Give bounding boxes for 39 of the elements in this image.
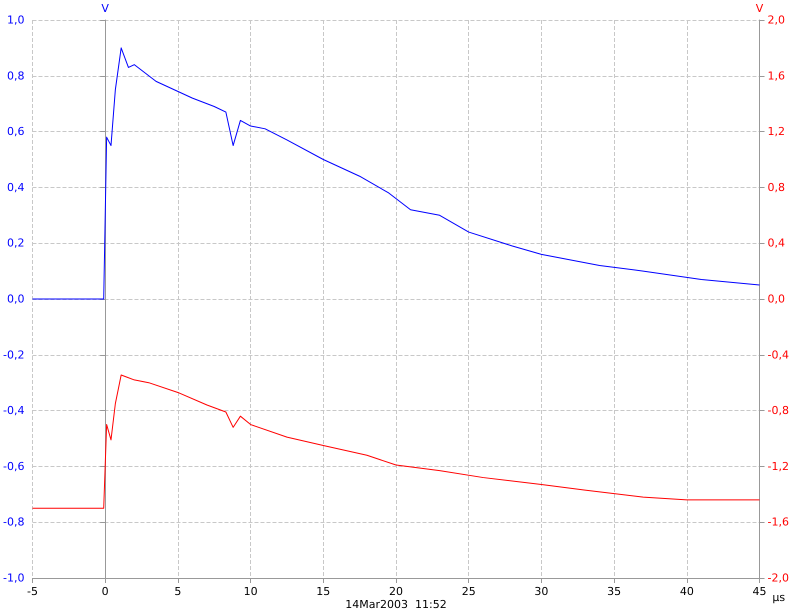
y2-tick-label: -1,2 xyxy=(768,460,790,473)
y-tick-label: 0,0 xyxy=(6,292,24,306)
x-axis-title: µs xyxy=(772,591,786,604)
y-axis-title: V xyxy=(101,2,110,15)
x-tick-label: 30 xyxy=(534,585,548,598)
line-series xyxy=(32,47,760,300)
x-tick-label: 45 xyxy=(752,585,767,598)
line-series xyxy=(32,374,760,509)
y2-tick-label: -1,6 xyxy=(768,516,790,529)
x-tick-label: 20 xyxy=(389,585,403,598)
y-tick-label: -0,4 xyxy=(2,404,24,418)
x-tick-label: 0 xyxy=(102,585,109,598)
y2-tick-label: 1,6 xyxy=(768,69,786,82)
y2-tick-label: -0,4 xyxy=(768,348,790,362)
y-tick-label: -0,6 xyxy=(2,460,24,473)
y2-tick-label: -2,0 xyxy=(768,572,790,584)
y2-tick-label: 0,8 xyxy=(768,180,786,194)
y2-tick-label: 0,4 xyxy=(768,236,786,250)
x-tick-label: 35 xyxy=(607,585,622,598)
x-tick-label: 40 xyxy=(680,585,694,598)
y-tick-label: 0,8 xyxy=(6,69,24,82)
x-tick-label: 5 xyxy=(174,585,182,598)
y2-tick-label: 0,0 xyxy=(768,292,786,306)
y-tick-label: 0,6 xyxy=(6,125,24,138)
x-tick-label: 15 xyxy=(316,585,330,598)
text: 14Mar2003 11:52 xyxy=(345,598,447,611)
y2-tick-label: 2,0 xyxy=(768,14,786,26)
y-tick-label: -1,0 xyxy=(2,572,24,584)
x-tick-label: 25 xyxy=(462,585,476,598)
y-tick-label: 0,2 xyxy=(6,236,24,250)
y2-tick-label: 1,2 xyxy=(768,125,786,138)
y2-axis-title: V xyxy=(756,2,764,15)
y-tick-label: 0,4 xyxy=(6,180,24,194)
y-tick-label: -0,8 xyxy=(2,516,24,529)
y2-tick-label: -0,8 xyxy=(768,404,790,418)
y-tick-label: 1,0 xyxy=(6,14,24,26)
y-tick-label: -0,2 xyxy=(2,348,24,362)
x-tick-label: 10 xyxy=(244,585,258,598)
x-tick-label: -5 xyxy=(26,585,38,598)
